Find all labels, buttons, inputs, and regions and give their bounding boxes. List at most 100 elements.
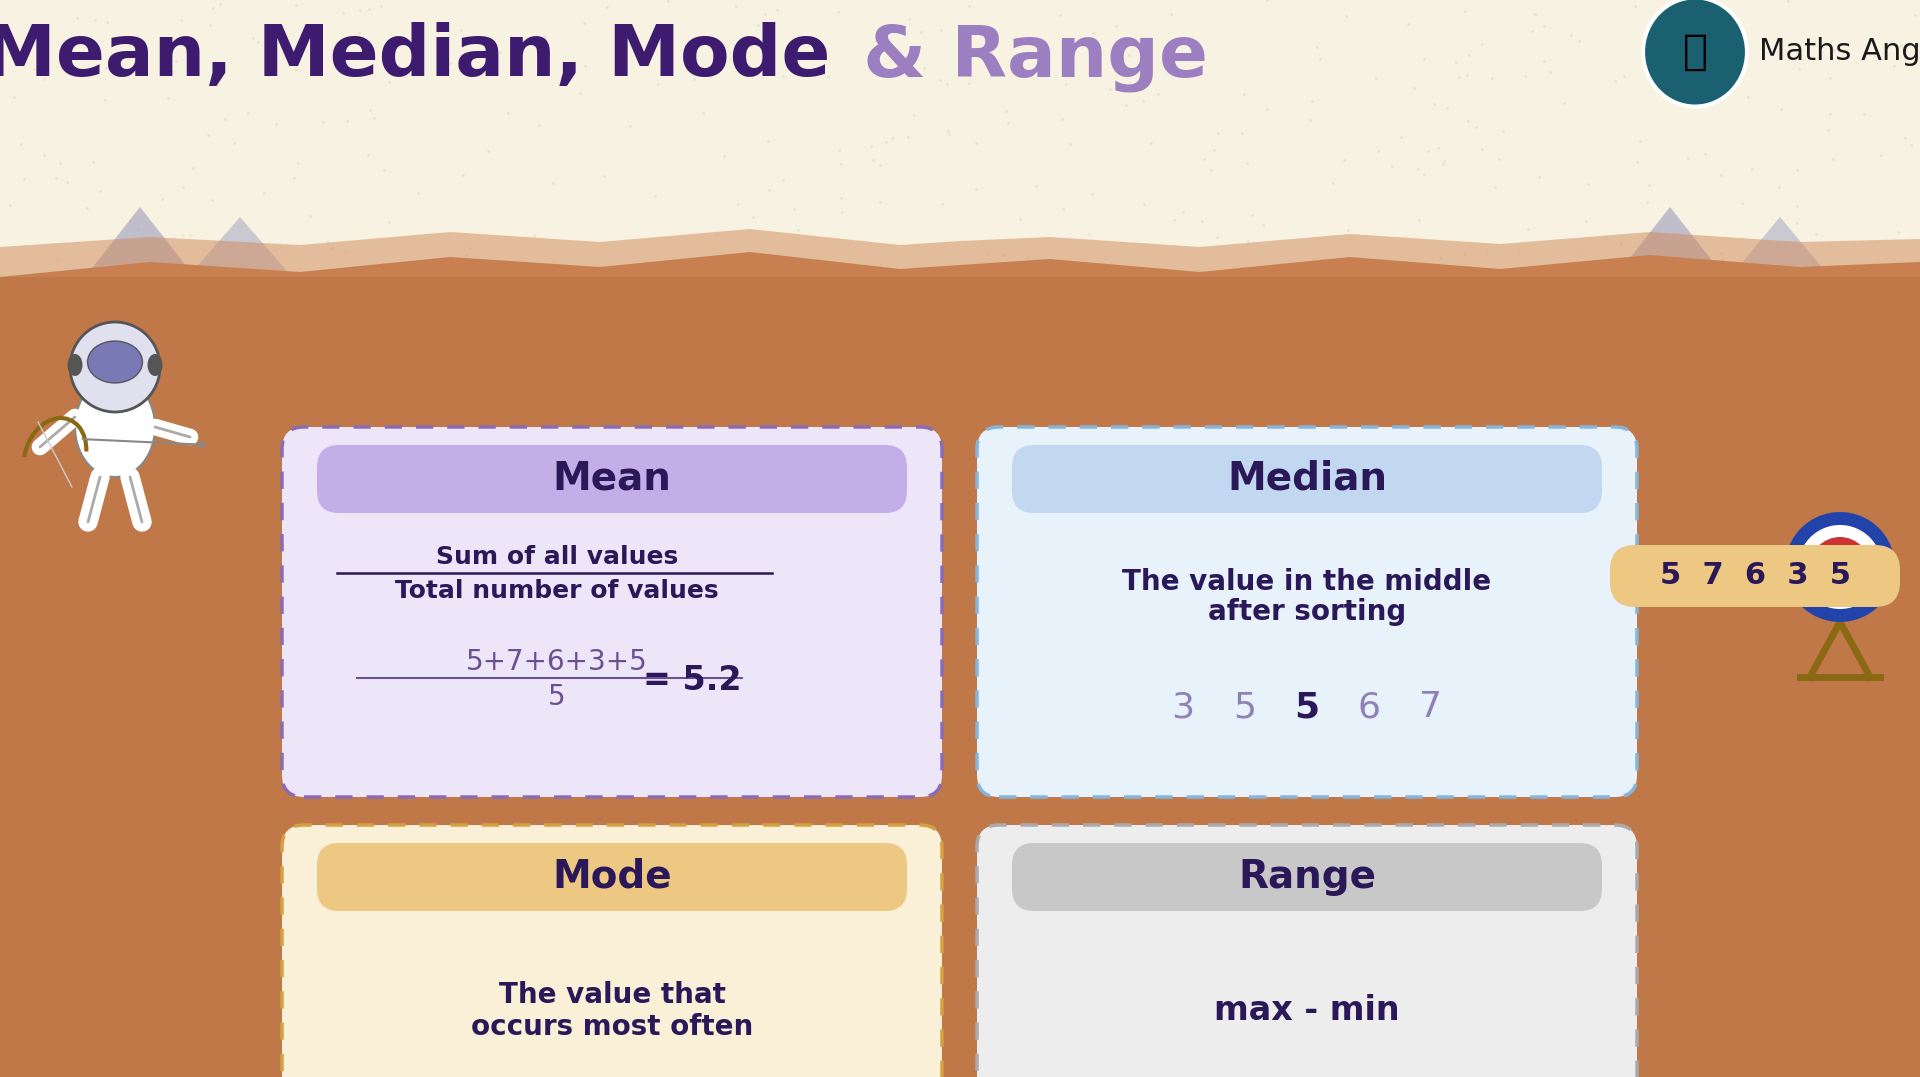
Point [213, 527, 244, 544]
Point [1707, 506, 1738, 523]
Point [1770, 984, 1801, 1002]
Point [459, 697, 490, 714]
Point [952, 381, 983, 398]
Point [1718, 923, 1749, 940]
Point [1676, 699, 1707, 716]
Point [609, 1046, 639, 1063]
Point [789, 421, 820, 438]
Point [1110, 96, 1140, 113]
Point [764, 628, 795, 645]
Point [1077, 185, 1108, 202]
Point [292, 703, 323, 721]
Point [1467, 36, 1498, 53]
Point [741, 803, 772, 821]
Point [1565, 785, 1596, 802]
Point [1630, 336, 1661, 353]
Point [1244, 671, 1275, 688]
Point [123, 783, 154, 800]
Point [384, 321, 415, 338]
Point [1231, 155, 1261, 172]
Text: 5  7  6  3  5: 5 7 6 3 5 [1659, 561, 1851, 590]
Point [236, 693, 267, 710]
Point [1549, 95, 1580, 112]
Point [1634, 176, 1665, 193]
Point [1450, 246, 1480, 263]
Point [1321, 359, 1352, 376]
Point [910, 429, 941, 446]
Point [392, 1005, 422, 1022]
Point [943, 885, 973, 903]
Point [1044, 6, 1075, 24]
Point [780, 200, 810, 218]
Point [933, 125, 964, 142]
Point [1473, 907, 1503, 924]
Point [505, 869, 536, 886]
Point [94, 858, 125, 876]
Point [1194, 660, 1225, 677]
Point [1528, 683, 1559, 700]
Point [42, 792, 73, 809]
Point [770, 646, 801, 663]
Point [227, 611, 257, 628]
Point [1839, 1031, 1870, 1048]
Point [1252, 0, 1283, 9]
Point [1286, 615, 1317, 632]
Point [1204, 124, 1235, 141]
Point [324, 974, 355, 991]
Point [1801, 225, 1832, 242]
Ellipse shape [67, 354, 83, 376]
Point [666, 840, 697, 857]
Point [1791, 823, 1822, 840]
Point [1046, 810, 1077, 827]
Text: Mean: Mean [553, 460, 672, 498]
Point [1494, 545, 1524, 562]
Point [1903, 444, 1920, 461]
Point [814, 268, 845, 285]
Point [1665, 545, 1695, 562]
Point [695, 336, 726, 353]
Point [1160, 211, 1190, 228]
Point [570, 57, 601, 74]
Point [680, 966, 710, 983]
Point [1004, 210, 1035, 227]
Point [1392, 15, 1423, 32]
Point [1726, 194, 1757, 211]
Point [1471, 981, 1501, 998]
Point [845, 737, 876, 754]
Point [1025, 1005, 1056, 1022]
Point [1002, 1023, 1033, 1040]
Point [148, 501, 179, 518]
Point [1734, 1026, 1764, 1044]
Point [1743, 662, 1774, 680]
Point [56, 583, 86, 600]
Point [877, 420, 908, 437]
Point [1782, 586, 1812, 603]
Point [1490, 991, 1521, 1008]
Point [1156, 5, 1187, 23]
Circle shape [1822, 549, 1859, 585]
Text: 3: 3 [1171, 690, 1194, 724]
Point [1404, 1026, 1434, 1044]
Point [84, 973, 115, 990]
Point [1236, 1012, 1267, 1030]
Point [1440, 54, 1471, 71]
Point [355, 852, 386, 869]
Point [426, 402, 457, 419]
Point [169, 1011, 200, 1029]
Point [860, 646, 891, 663]
Point [1582, 284, 1613, 302]
Point [1446, 396, 1476, 414]
Point [595, 322, 626, 339]
Point [1647, 528, 1678, 545]
Point [908, 499, 939, 516]
Point [63, 1019, 94, 1036]
Point [1135, 492, 1165, 509]
Point [1670, 557, 1701, 574]
Point [1296, 93, 1327, 110]
Point [1574, 339, 1605, 356]
Point [1498, 907, 1528, 924]
Point [248, 184, 278, 201]
Point [841, 472, 872, 489]
Point [1367, 363, 1398, 380]
Point [363, 341, 394, 359]
